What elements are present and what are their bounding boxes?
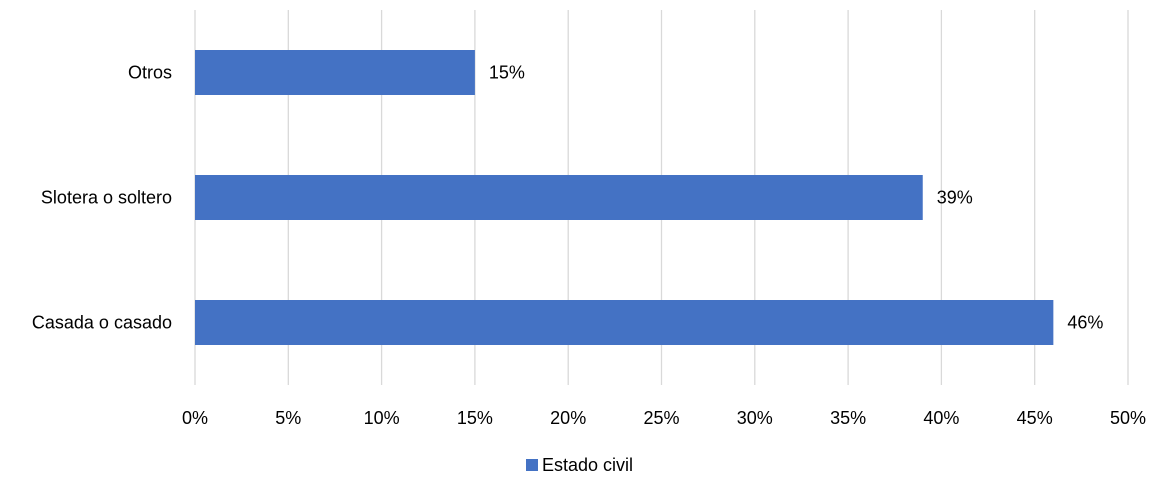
x-tick-label: 45% bbox=[1017, 408, 1053, 428]
data-label: 15% bbox=[489, 63, 525, 83]
legend-swatch bbox=[526, 459, 538, 471]
x-tick-label: 20% bbox=[550, 408, 586, 428]
data-label: 39% bbox=[937, 188, 973, 208]
data-label: 46% bbox=[1067, 313, 1103, 333]
bar bbox=[195, 175, 923, 220]
x-tick-label: 50% bbox=[1110, 408, 1146, 428]
x-tick-label: 15% bbox=[457, 408, 493, 428]
category-labels: Casada o casado Slotera o soltero Otros bbox=[32, 63, 172, 333]
x-tick-label: 0% bbox=[182, 408, 208, 428]
bar bbox=[195, 300, 1054, 345]
x-tick-label: 35% bbox=[830, 408, 866, 428]
bars bbox=[195, 50, 1054, 345]
x-tick-label: 30% bbox=[737, 408, 773, 428]
legend: Estado civil bbox=[526, 455, 633, 475]
x-tick-label: 10% bbox=[364, 408, 400, 428]
bar bbox=[195, 50, 475, 95]
x-tick-label: 40% bbox=[923, 408, 959, 428]
category-label: Otros bbox=[128, 63, 172, 83]
x-tick-label: 25% bbox=[643, 408, 679, 428]
category-label: Slotera o soltero bbox=[41, 188, 172, 208]
legend-label: Estado civil bbox=[542, 455, 633, 475]
category-label: Casada o casado bbox=[32, 313, 172, 333]
x-tick-label: 5% bbox=[275, 408, 301, 428]
x-tick-labels: 0% 5% 10% 15% 20% 25% 30% 35% 40% 45% 50% bbox=[182, 408, 1146, 428]
data-labels: 46% 39% 15% bbox=[489, 63, 1103, 333]
